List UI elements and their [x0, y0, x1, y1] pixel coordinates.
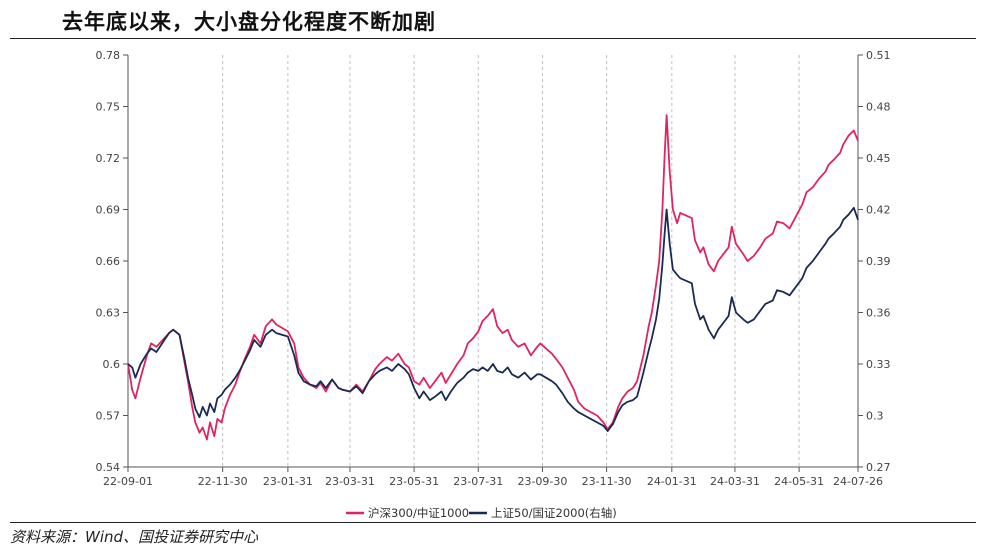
page-title: 去年底以来，大小盘分化程度不断加剧: [62, 10, 436, 34]
left-axis-ticks: 0.54 0.57 0.6 0.63 0.66 0.69 0.72 0.75 0.78: [96, 49, 128, 474]
series-lines: [127, 114, 859, 441]
right-tick-label: 0.33: [866, 358, 891, 371]
x-tick-label: 23-03-31: [325, 475, 375, 488]
right-tick-label: 0.48: [866, 101, 891, 114]
series-line-1: [127, 114, 859, 441]
x-tick-label: 22-11-30: [198, 475, 248, 488]
x-axis-ticks: 22-09-01 22-11-30 23-01-31 23-03-31 23-05-31…: [103, 467, 883, 488]
x-tick-label: 24-03-31: [710, 475, 760, 488]
x-tick-label: 23-09-30: [517, 475, 567, 488]
right-tick-label: 0.36: [866, 307, 891, 320]
x-tick-label: 23-07-31: [453, 475, 503, 488]
left-tick-label: 0.57: [96, 410, 121, 423]
left-tick-label: 0.63: [96, 307, 121, 320]
left-tick-label: 0.69: [96, 204, 121, 217]
legend-label-1: 沪深300/中证1000: [368, 506, 469, 520]
right-tick-label: 0.27: [866, 461, 891, 474]
left-tick-label: 0.54: [96, 461, 121, 474]
right-tick-label: 0.3: [866, 410, 884, 423]
left-tick-label: 0.66: [96, 255, 121, 268]
x-tick-label: 23-11-30: [582, 475, 632, 488]
right-tick-label: 0.45: [866, 152, 891, 165]
series-line-2: [127, 206, 859, 432]
x-tick-label: 23-01-31: [263, 475, 313, 488]
source-note: 资料来源：Wind、国投证券研究中心: [10, 528, 259, 546]
legend-label-2: 上证50/国证2000(右轴): [491, 506, 617, 520]
source-divider: [10, 522, 976, 523]
x-tick-label: 23-05-31: [389, 475, 439, 488]
title-divider: [10, 38, 976, 39]
legend: 沪深300/中证1000 上证50/国证2000(右轴): [346, 506, 617, 520]
right-tick-label: 0.42: [866, 204, 891, 217]
x-tick-label: 24-05-31: [774, 475, 824, 488]
left-tick-label: 0.78: [96, 49, 121, 62]
x-tick-label: 24-07-26: [833, 475, 883, 488]
right-tick-label: 0.51: [866, 49, 891, 62]
left-tick-label: 0.6: [103, 358, 121, 371]
x-tick-label: 24-01-31: [647, 475, 697, 488]
right-tick-label: 0.39: [866, 255, 891, 268]
x-tick-label: 22-09-01: [103, 475, 153, 488]
left-tick-label: 0.75: [96, 101, 121, 114]
grid-lines: [222, 55, 800, 467]
right-axis-ticks: 0.27 0.3 0.33 0.36 0.39 0.42 0.45 0.48 0.51: [858, 49, 891, 474]
left-tick-label: 0.72: [96, 152, 121, 165]
